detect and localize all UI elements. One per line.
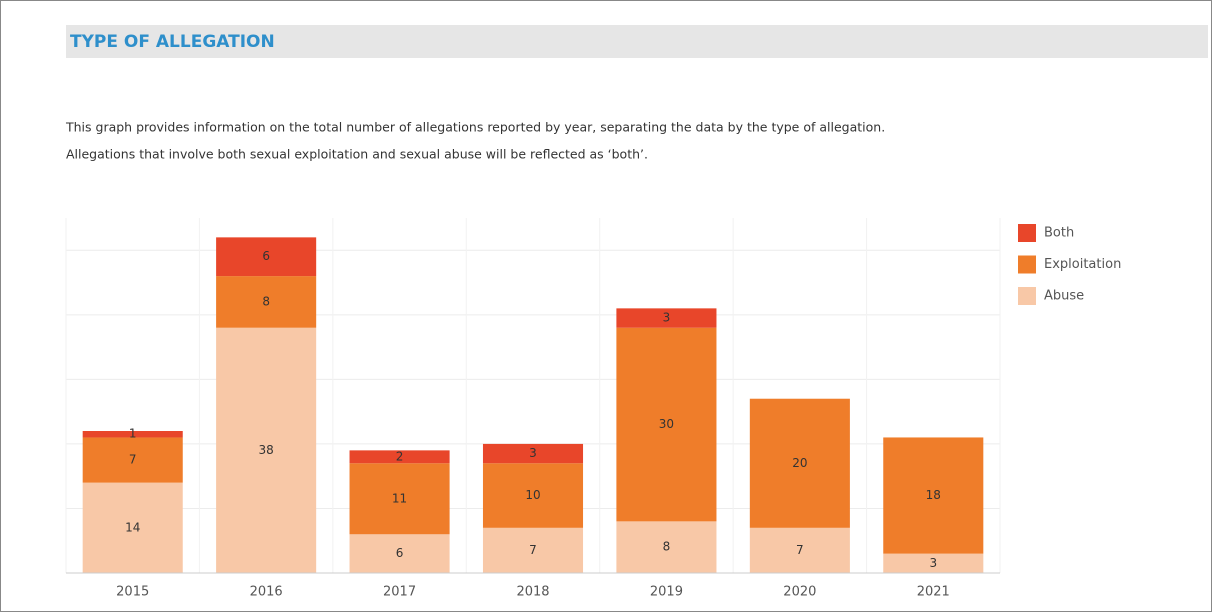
value-label: 6 (396, 546, 404, 560)
bar-segment (349, 450, 450, 464)
header-bar (66, 25, 1208, 58)
bar-segment (883, 553, 984, 573)
value-label: 3 (929, 556, 937, 570)
value-label: 18 (926, 488, 941, 502)
x-tick-label: 2016 (250, 585, 283, 600)
value-label: 6 (262, 249, 270, 263)
bar-segment (349, 463, 450, 535)
x-tick-label: 2020 (783, 585, 816, 600)
bar-segment (749, 398, 850, 528)
value-label: 8 (663, 540, 671, 554)
x-tick-label: 2019 (650, 585, 683, 600)
value-label: 14 (125, 520, 140, 534)
value-label: 7 (129, 453, 137, 467)
x-tick-label: 2018 (516, 585, 549, 600)
legend-swatch (1018, 287, 1036, 305)
value-label: 2 (396, 449, 404, 463)
bar-segment (216, 327, 317, 573)
value-label: 30 (659, 417, 674, 431)
description: This graph provides information on the t… (65, 120, 885, 135)
value-label: 38 (259, 443, 274, 457)
description: Allegations that involve both sexual exp… (66, 147, 648, 162)
bar-segment (482, 463, 584, 528)
value-label: 7 (796, 543, 804, 557)
bar-segment (82, 437, 183, 483)
x-tick-label: 2021 (917, 585, 950, 600)
legend-swatch (1018, 224, 1036, 242)
legend-label: Both (1044, 226, 1074, 241)
bar-segment (616, 327, 717, 522)
x-tick-label: 2017 (383, 585, 416, 600)
value-label: 20 (792, 456, 807, 470)
value-label: 3 (663, 311, 671, 325)
bar-segment (616, 308, 717, 328)
value-label: 7 (529, 543, 537, 557)
value-label: 1 (129, 427, 137, 441)
value-label: 11 (392, 491, 407, 505)
value-label: 3 (529, 446, 537, 460)
bar-segment (216, 276, 317, 328)
bar-segment (616, 521, 717, 573)
bar-segment (482, 527, 584, 573)
value-label: 10 (525, 488, 540, 502)
value-label: 8 (262, 294, 270, 308)
bar-segment (883, 437, 984, 554)
legend-swatch (1018, 255, 1036, 274)
bar-segment (482, 443, 584, 464)
legend-label: Abuse (1044, 289, 1084, 304)
legend-label: Exploitation (1044, 257, 1121, 272)
bar-segment (82, 482, 183, 573)
bar-segment (749, 527, 850, 573)
x-tick-label: 2015 (116, 585, 149, 600)
bar-segment (349, 534, 450, 573)
bar-segment (216, 237, 317, 277)
chart-title: TYPE OF ALLEGATION (70, 32, 275, 52)
bar-segment (82, 431, 183, 438)
